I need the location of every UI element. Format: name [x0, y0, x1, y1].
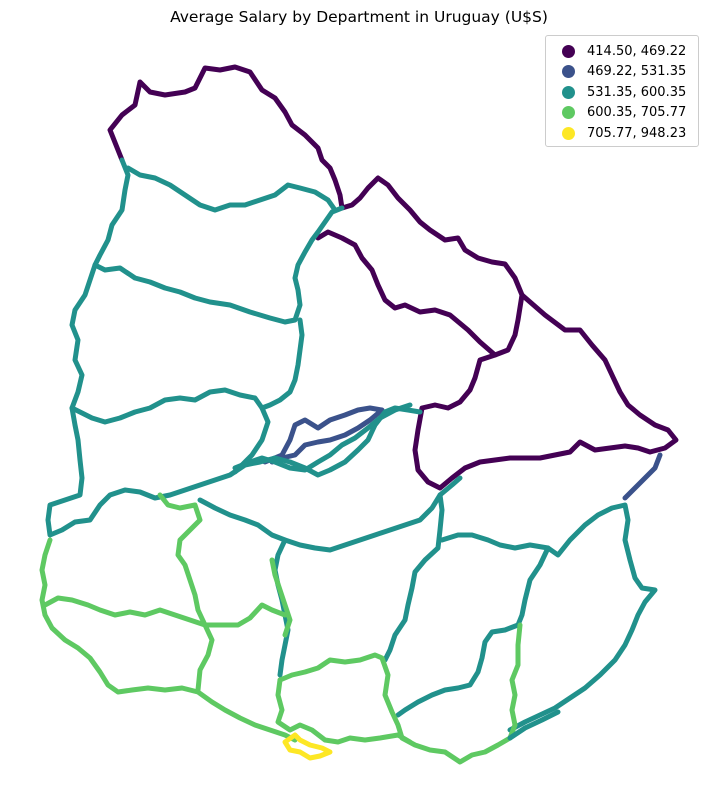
department-border-montevideo: [282, 732, 333, 761]
class-2-borders: [262, 405, 663, 501]
department-border-artigas: [107, 64, 345, 211]
department-border-rivera: [315, 175, 525, 358]
department-border-paysandu: [69, 262, 271, 475]
class-1-borders: [107, 64, 679, 491]
department-border-cerro-largo: [412, 292, 679, 491]
department-border-durazno-south: [197, 475, 463, 553]
department-border-colonia: [39, 537, 298, 743]
department-border-rocha-coast: [507, 709, 561, 741]
legend-marker-1: [562, 44, 575, 58]
department-border-treinta-y-tres: [622, 452, 663, 501]
page-title: Average Salary by Department in Uruguay …: [170, 8, 548, 26]
department-border-florida: [382, 492, 445, 663]
department-border-rio-negro: [45, 405, 278, 538]
legend-label-1: 414.50, 469.22: [587, 43, 687, 59]
legend-entry-4: 600.35, 705.77: [554, 103, 690, 124]
legend-entry-5: 705.77, 948.23: [554, 123, 690, 144]
legend-marker-4: [562, 106, 575, 120]
department-border-salto: [92, 157, 345, 325]
legend-marker-2: [562, 65, 575, 79]
legend-entry-3: 531.35, 600.35: [554, 82, 690, 103]
legend-label-5: 705.77, 948.23: [587, 125, 687, 141]
class-3-borders: [45, 157, 658, 733]
department-border-salto-north: [125, 165, 338, 213]
legend-label-4: 600.35, 705.77: [587, 105, 687, 121]
department-border-soriano: [42, 595, 288, 628]
department-border-canelones-coast: [275, 677, 413, 745]
class-4-borders: [39, 492, 523, 765]
department-border-canelones: [277, 622, 523, 765]
legend-entry-1: 414.50, 469.22: [554, 41, 690, 62]
department-border-lavalleja-west: [395, 545, 551, 718]
department-border-tacuarembo-south: [262, 405, 385, 465]
legend: 414.50, 469.22 469.22, 531.35 531.35, 60…: [545, 35, 699, 147]
legend-marker-3: [562, 85, 575, 99]
department-border-flores: [157, 492, 215, 693]
department-border-san-jose: [269, 557, 293, 638]
legend-marker-5: [562, 126, 575, 140]
legend-entry-2: 469.22, 531.35: [554, 62, 690, 83]
department-border-tacuarembo-lake: [232, 402, 413, 473]
legend-label-2: 469.22, 531.35: [587, 64, 687, 80]
legend-label-3: 531.35, 600.35: [587, 84, 687, 100]
department-border-tacuarembo: [259, 317, 305, 411]
department-border-lavalleja: [439, 502, 658, 733]
class-5-borders: [282, 732, 333, 761]
